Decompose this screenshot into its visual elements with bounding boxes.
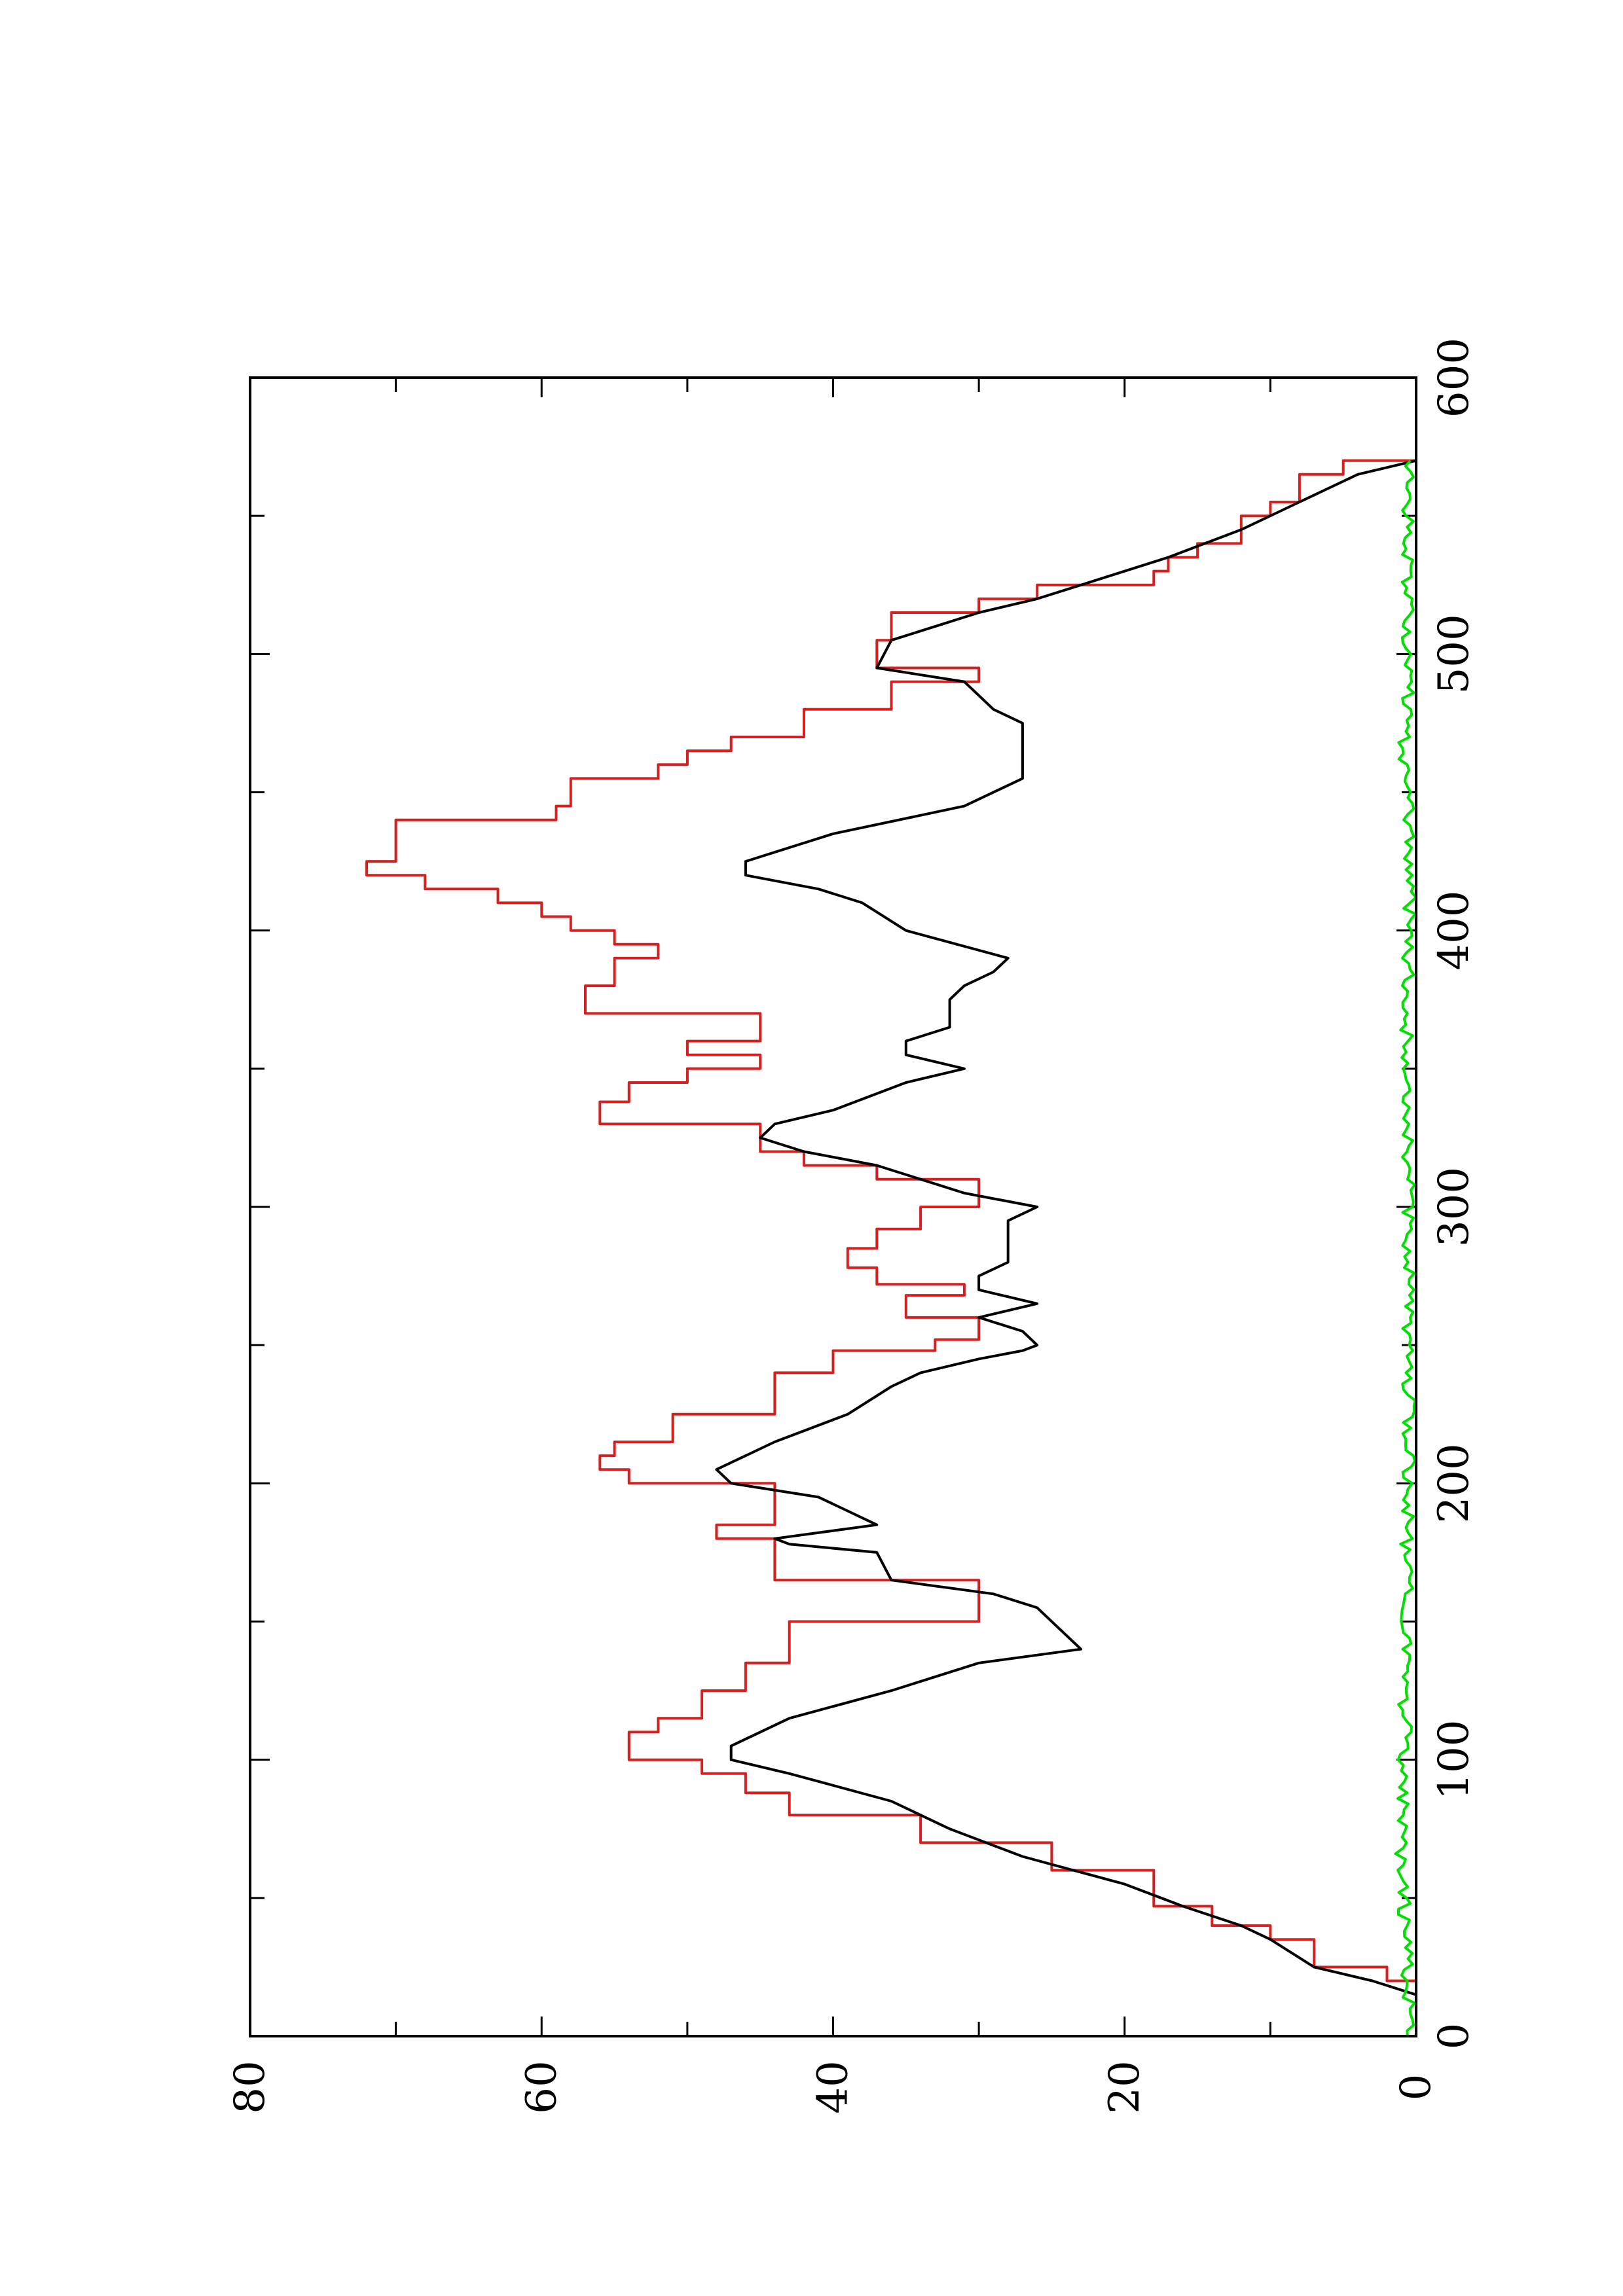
series-line-1 — [715, 459, 1417, 2036]
y-tick-label: 20 — [1101, 2060, 1149, 2113]
x-tick-label: 400 — [1430, 891, 1478, 971]
plot-frame — [249, 376, 1417, 2037]
series-layer — [365, 459, 1417, 2037]
x-tick-label: 600 — [1430, 338, 1478, 418]
y-tick-label: 0 — [1392, 2074, 1440, 2101]
x-tick-label: 100 — [1430, 1720, 1478, 1800]
x-tick-label: 300 — [1430, 1167, 1478, 1247]
labels-layer: 0 100 200 300 400 500 600 0 20 40 60 80 — [226, 338, 1478, 2114]
y-tick-label: 40 — [809, 2060, 858, 2113]
x-tick-label: 0 — [1430, 2023, 1478, 2050]
x-tick-label: 500 — [1430, 614, 1478, 694]
x-tick-label: 200 — [1430, 1443, 1478, 1523]
y-tick-label: 80 — [226, 2060, 274, 2113]
y-tick-label: 60 — [517, 2060, 566, 2113]
series-line-2 — [1394, 459, 1417, 2037]
